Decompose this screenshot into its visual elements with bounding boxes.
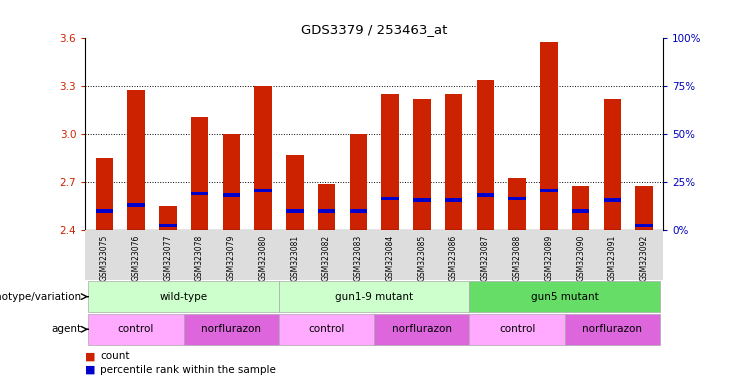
Text: GSM323077: GSM323077 [163, 234, 173, 281]
Bar [286, 155, 304, 230]
Bar [159, 224, 176, 227]
Text: GSM323087: GSM323087 [481, 234, 490, 281]
Bar [127, 89, 144, 230]
Bar [508, 177, 526, 230]
Bar [88, 314, 184, 345]
Text: control: control [499, 324, 535, 334]
Text: GSM323085: GSM323085 [417, 234, 426, 281]
Text: GSM323090: GSM323090 [576, 234, 585, 281]
Bar [286, 209, 304, 213]
Text: control: control [118, 324, 154, 334]
Bar [382, 94, 399, 230]
Bar [476, 194, 494, 197]
Text: ■: ■ [85, 351, 99, 361]
Text: GSM323079: GSM323079 [227, 234, 236, 281]
Text: GSM323080: GSM323080 [259, 234, 268, 281]
Bar [636, 185, 653, 230]
Bar [127, 203, 144, 207]
Text: norflurazon: norflurazon [392, 324, 452, 334]
Bar [254, 189, 272, 192]
Bar [191, 117, 208, 230]
Bar [96, 158, 113, 230]
Text: GSM323086: GSM323086 [449, 234, 458, 281]
Text: GSM323076: GSM323076 [131, 234, 141, 281]
Bar [476, 80, 494, 230]
Bar [374, 314, 470, 345]
Title: GDS3379 / 253463_at: GDS3379 / 253463_at [301, 23, 448, 36]
Text: GSM323084: GSM323084 [385, 234, 395, 281]
Bar [191, 192, 208, 195]
Text: GSM323083: GSM323083 [353, 234, 363, 281]
Text: GSM323081: GSM323081 [290, 234, 299, 281]
Bar [184, 314, 279, 345]
Bar [445, 94, 462, 230]
Text: gun1-9 mutant: gun1-9 mutant [335, 291, 413, 302]
Bar [540, 189, 557, 192]
Bar [222, 194, 240, 197]
Bar [382, 197, 399, 200]
Text: gun5 mutant: gun5 mutant [531, 291, 599, 302]
Bar [604, 198, 621, 202]
Bar [279, 281, 470, 312]
Text: count: count [100, 351, 130, 361]
Bar [350, 209, 367, 213]
Text: wild-type: wild-type [159, 291, 207, 302]
Bar [318, 184, 335, 230]
Text: GSM323082: GSM323082 [322, 234, 331, 281]
Bar [604, 99, 621, 230]
Bar [565, 314, 660, 345]
Bar [222, 134, 240, 230]
Bar [96, 209, 113, 213]
Text: control: control [308, 324, 345, 334]
Text: genotype/variation: genotype/variation [0, 291, 82, 302]
Bar [413, 198, 431, 202]
Bar [445, 198, 462, 202]
Bar [572, 185, 589, 230]
Bar [508, 197, 526, 200]
Text: ■: ■ [85, 365, 99, 375]
Text: GSM323091: GSM323091 [608, 234, 617, 281]
Text: norflurazon: norflurazon [202, 324, 262, 334]
Text: GSM323078: GSM323078 [195, 234, 204, 281]
Bar [470, 281, 660, 312]
Bar [318, 209, 335, 213]
Text: norflurazon: norflurazon [582, 324, 642, 334]
Bar [470, 314, 565, 345]
Bar [159, 206, 176, 230]
Bar [572, 209, 589, 213]
Bar [279, 314, 374, 345]
Bar [540, 41, 557, 230]
Text: GSM323092: GSM323092 [639, 234, 648, 281]
Bar [636, 224, 653, 227]
Bar [88, 281, 279, 312]
Text: agent: agent [51, 324, 82, 334]
Text: GSM323088: GSM323088 [513, 234, 522, 281]
Text: percentile rank within the sample: percentile rank within the sample [100, 365, 276, 375]
Bar [350, 134, 367, 230]
Text: GSM323089: GSM323089 [545, 234, 554, 281]
Bar [254, 86, 272, 230]
Text: GSM323075: GSM323075 [100, 234, 109, 281]
Bar [413, 99, 431, 230]
